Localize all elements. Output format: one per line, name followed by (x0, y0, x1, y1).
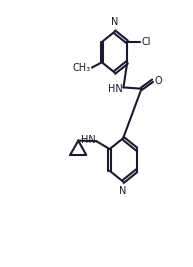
Text: HN: HN (108, 84, 123, 94)
Text: Cl: Cl (141, 37, 151, 47)
Text: HN: HN (81, 135, 96, 145)
Text: O: O (154, 76, 162, 86)
Text: N: N (119, 186, 127, 196)
Text: N: N (111, 17, 118, 27)
Text: CH₃: CH₃ (73, 62, 91, 73)
